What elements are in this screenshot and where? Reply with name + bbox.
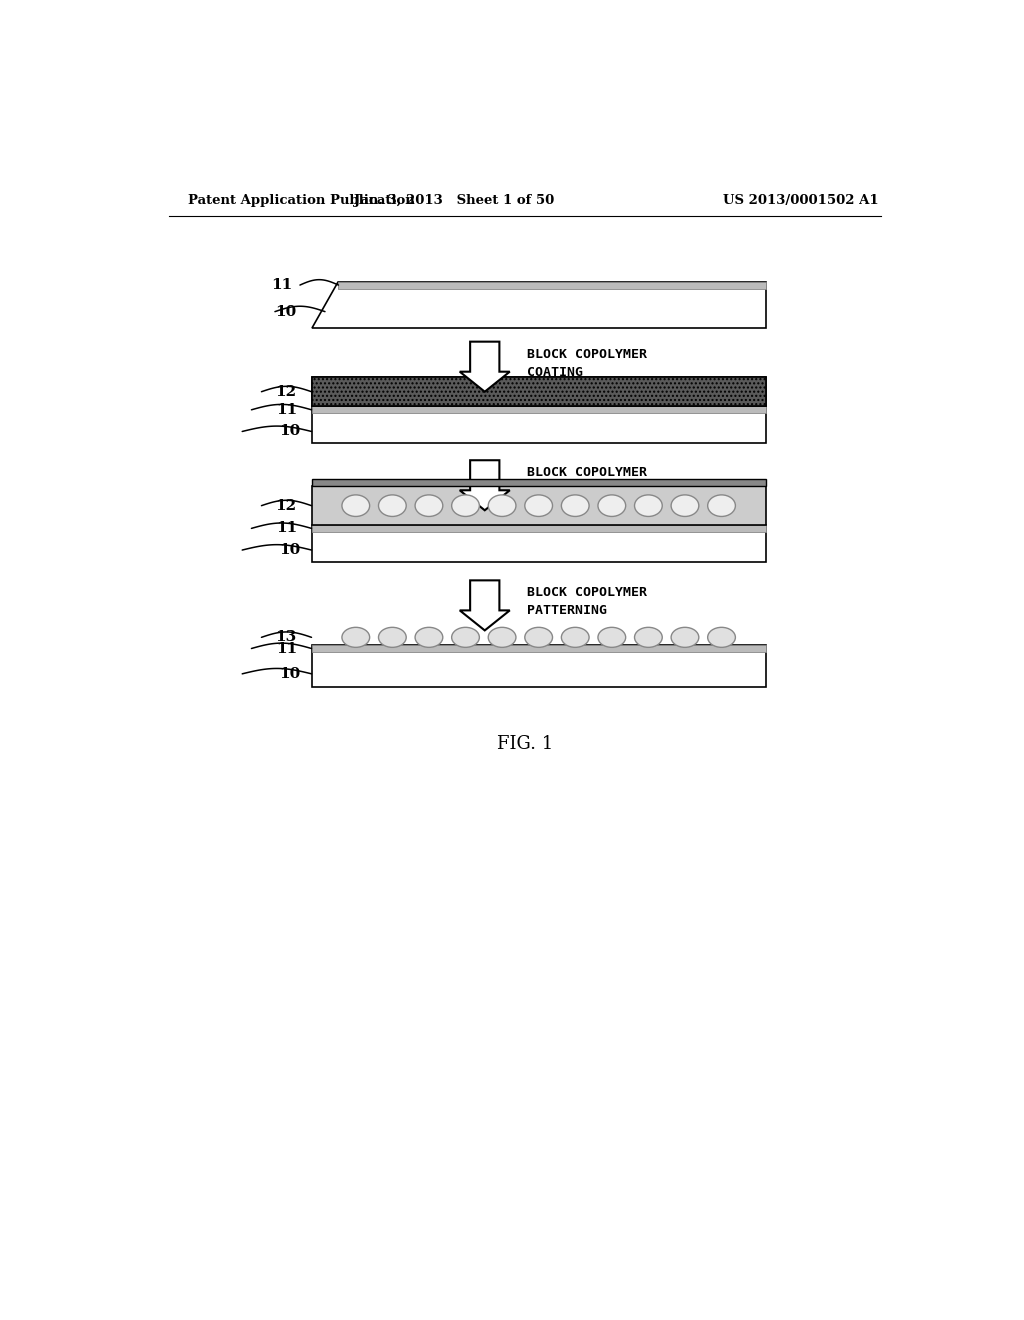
Bar [311,525,766,532]
Text: 10: 10 [279,543,300,557]
Ellipse shape [525,495,553,516]
Polygon shape [311,281,766,327]
Ellipse shape [671,495,698,516]
Text: 11: 11 [276,642,298,656]
Ellipse shape [488,627,516,647]
Polygon shape [460,581,510,631]
Bar [311,479,766,487]
Bar [339,281,766,289]
Bar [311,378,766,407]
Polygon shape [460,342,510,392]
Text: 10: 10 [279,667,300,681]
Text: US 2013/0001502 A1: US 2013/0001502 A1 [723,194,879,207]
Bar [311,407,766,413]
Bar [311,407,766,444]
Text: 10: 10 [274,305,296,318]
Ellipse shape [342,495,370,516]
Text: 11: 11 [276,403,298,417]
Bar [311,487,766,525]
Ellipse shape [635,627,663,647]
Ellipse shape [379,495,407,516]
Ellipse shape [598,495,626,516]
Text: 11: 11 [271,279,292,292]
Bar [311,525,766,562]
Text: 10: 10 [279,425,300,438]
Text: BLOCK COPOLYMER
COATING: BLOCK COPOLYMER COATING [527,347,647,379]
Ellipse shape [561,495,589,516]
Ellipse shape [708,495,735,516]
Ellipse shape [671,627,698,647]
Ellipse shape [342,627,370,647]
Bar [311,645,766,652]
Ellipse shape [708,627,735,647]
Text: 12: 12 [275,499,296,512]
Ellipse shape [452,495,479,516]
Text: Patent Application Publication: Patent Application Publication [188,194,415,207]
Ellipse shape [415,495,442,516]
Polygon shape [460,461,510,511]
Ellipse shape [379,627,407,647]
Text: 12: 12 [275,384,296,399]
Bar [311,378,766,407]
Ellipse shape [525,627,553,647]
Text: BLOCK COPOLYMER
SELF-ASSEMBLAGE: BLOCK COPOLYMER SELF-ASSEMBLAGE [527,466,647,498]
Text: 11: 11 [276,521,298,536]
Text: BLOCK COPOLYMER
PATTERNING: BLOCK COPOLYMER PATTERNING [527,586,647,618]
Ellipse shape [415,627,442,647]
Text: 13: 13 [274,631,296,644]
Ellipse shape [561,627,589,647]
Ellipse shape [598,627,626,647]
Ellipse shape [452,627,479,647]
Bar [311,645,766,688]
Text: FIG. 1: FIG. 1 [497,735,553,752]
Text: Jan. 3, 2013   Sheet 1 of 50: Jan. 3, 2013 Sheet 1 of 50 [354,194,554,207]
Ellipse shape [488,495,516,516]
Ellipse shape [635,495,663,516]
